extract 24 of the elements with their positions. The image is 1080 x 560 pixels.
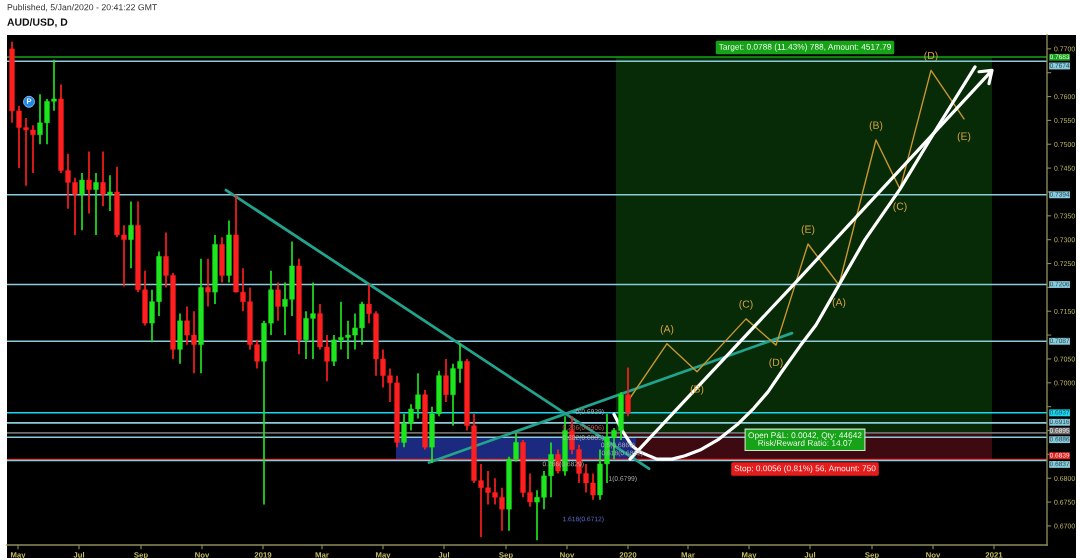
chart-title: AUD/USD, D [7, 18, 68, 28]
candlestick [79, 172, 85, 231]
candlestick [107, 174, 113, 212]
annotation: (D) [769, 358, 783, 369]
candlestick [205, 257, 211, 308]
candlestick [443, 358, 449, 403]
candlestick [128, 200, 134, 270]
annotation: (A) [660, 324, 674, 335]
candlestick [86, 150, 92, 215]
annotation: (E) [957, 132, 971, 142]
candlestick [100, 150, 106, 208]
candlestick [275, 281, 281, 322]
annotation: Stop: 0.0056 (0.81%) 56, Amount: 750 [734, 465, 876, 473]
candlestick [93, 172, 99, 236]
annotation: Open P&L: 0.0042, Qty: 44642 Risk/Reward Ratio: 14.07 [748, 432, 862, 446]
annotation: (B) [869, 121, 883, 131]
text: Published, 5/Jan/2020 - 20:41:22 GMT [7, 3, 158, 12]
annotation: (C) [739, 300, 753, 310]
annotation: (D) [924, 51, 938, 62]
annotation: (A) [832, 298, 846, 308]
annotation: (C) [893, 202, 907, 212]
annotation: Target: 0.0788 (11.43%) 788, Amount: 4517.79 [718, 43, 891, 52]
annotation: (E) [801, 225, 815, 235]
candlestick [625, 366, 631, 418]
